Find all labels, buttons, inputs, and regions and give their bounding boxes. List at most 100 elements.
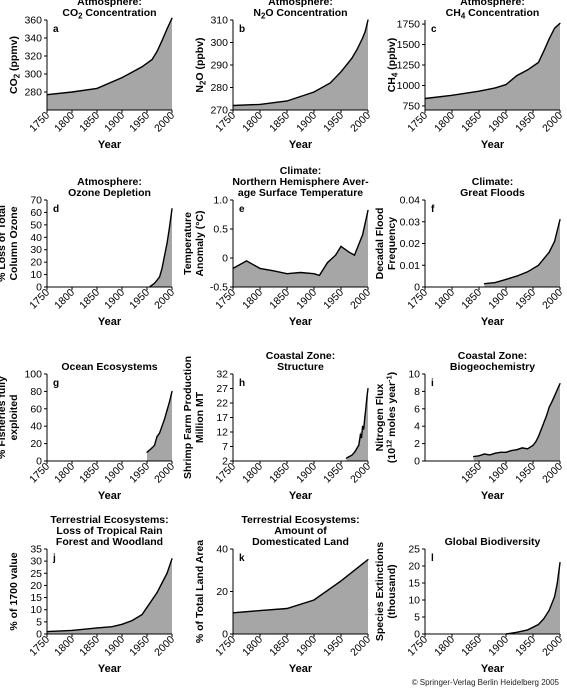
y-tick-label: 10 (408, 595, 420, 607)
chart-panel-l: 0 5 10 15 20 25 1750 1800 1850 1900 1950 2000 Year Sp… (374, 536, 565, 675)
data-point (527, 69, 529, 71)
data-point (358, 444, 360, 446)
y-axis-label: % of 1700 value (8, 552, 20, 630)
chart-title: Atmosphere: (268, 0, 333, 8)
data-point (551, 401, 553, 403)
y-axis-label: exploited (8, 394, 20, 440)
x-tick-label: 1800 (52, 287, 77, 312)
y-axis-label: (thousand) (386, 564, 398, 618)
y-tick-label: 17 (216, 412, 228, 424)
data-point (171, 17, 173, 19)
data-point (146, 606, 148, 608)
x-tick-label: 1900 (102, 287, 127, 312)
y-tick-label: 0 (414, 282, 420, 294)
data-point (548, 251, 550, 253)
x-tick-label: 1900 (294, 461, 319, 486)
data-point (543, 50, 545, 52)
y-tick-label: 6 (414, 403, 420, 415)
x-tick-label: 1800 (432, 287, 457, 312)
data-point (168, 401, 171, 403)
data-point (351, 454, 353, 456)
data-point (151, 599, 153, 601)
y-axis-label: CO2 (ppmv) (8, 36, 22, 94)
y-tick-label: 32 (216, 369, 228, 381)
chart-title: Ocean Ecosystems (61, 361, 157, 373)
data-point (313, 91, 315, 93)
data-point (554, 240, 556, 242)
data-line (346, 388, 369, 459)
y-tick-label: 270 (210, 105, 228, 117)
y-tick-label: 20 (216, 586, 228, 598)
area-fill (484, 219, 560, 287)
x-tick-label: 1950 (127, 110, 152, 135)
data-point (356, 447, 358, 449)
y-tick-label: 40 (30, 232, 42, 244)
data-point (527, 448, 529, 450)
y-tick-label: 70 (30, 195, 42, 207)
data-point (96, 627, 98, 629)
y-tick-label: 340 (24, 33, 42, 45)
y-tick-label: 5 (414, 612, 420, 624)
x-tick-label: 2000 (152, 110, 177, 135)
x-tick-label: 1800 (52, 634, 77, 659)
x-tick-label: 2000 (540, 634, 565, 659)
data-point (348, 251, 350, 253)
x-axis-label: Year (481, 316, 505, 328)
area-fill (233, 210, 368, 287)
y-tick-label: 0.04 (400, 195, 421, 207)
y-tick-label: 0.02 (400, 238, 421, 250)
y-tick-label: 25 (30, 568, 42, 580)
panel-letter: d (53, 204, 59, 215)
data-point (272, 270, 275, 272)
data-point (367, 387, 369, 390)
data-point (360, 437, 363, 439)
y-tick-label: 0 (36, 282, 42, 294)
chart-title: Forest and Woodland (56, 536, 163, 548)
x-tick-label: 1950 (127, 461, 152, 486)
chart-title: Global Biodiversity (445, 536, 541, 548)
y-tick-label: 7 (222, 441, 228, 453)
y-tick-label: 10 (30, 604, 42, 616)
x-tick-label: 2000 (348, 287, 373, 312)
x-tick-label: 1850 (459, 634, 484, 659)
x-tick-label: 2000 (540, 110, 565, 135)
data-point (516, 631, 518, 633)
y-tick-label: 0 (36, 456, 42, 468)
area-fill (233, 20, 368, 110)
y-tick-label: 12 (216, 427, 228, 439)
data-line (146, 391, 173, 453)
chart-title: CO2 Concentration (62, 7, 156, 21)
data-point (259, 267, 261, 269)
data-point (313, 273, 315, 275)
data-point (141, 66, 143, 68)
x-tick-label: 1800 (432, 634, 457, 659)
data-point (451, 94, 453, 96)
data-point (156, 592, 158, 594)
y-tick-label: 80 (30, 386, 42, 398)
x-tick-label: 1800 (52, 110, 77, 135)
x-tick-label: 1900 (294, 110, 319, 135)
axes (232, 374, 368, 462)
area-fill (47, 18, 172, 111)
data-point (505, 451, 507, 453)
y-tick-label: 360 (24, 15, 42, 27)
x-axis-label: Year (481, 663, 505, 675)
x-tick-label: 1950 (321, 634, 346, 659)
y-tick-label: 0.03 (400, 216, 421, 228)
data-point (313, 599, 315, 601)
data-point (543, 422, 545, 424)
data-point (71, 91, 73, 93)
data-point (166, 28, 168, 30)
data-point (559, 562, 561, 564)
data-point (146, 451, 148, 453)
data-point (153, 444, 156, 446)
data-point (161, 267, 163, 269)
x-tick-label: 2000 (348, 461, 373, 486)
x-axis-label: Year (289, 316, 313, 328)
y-tick-label: 310 (210, 15, 228, 27)
chart-panel-f: 0 0.01 0.02 0.03 0.04 1750 1800 1850 1900 1950 200… (374, 176, 565, 328)
data-point (505, 278, 507, 280)
y-axis-label: Temperature (182, 212, 194, 275)
